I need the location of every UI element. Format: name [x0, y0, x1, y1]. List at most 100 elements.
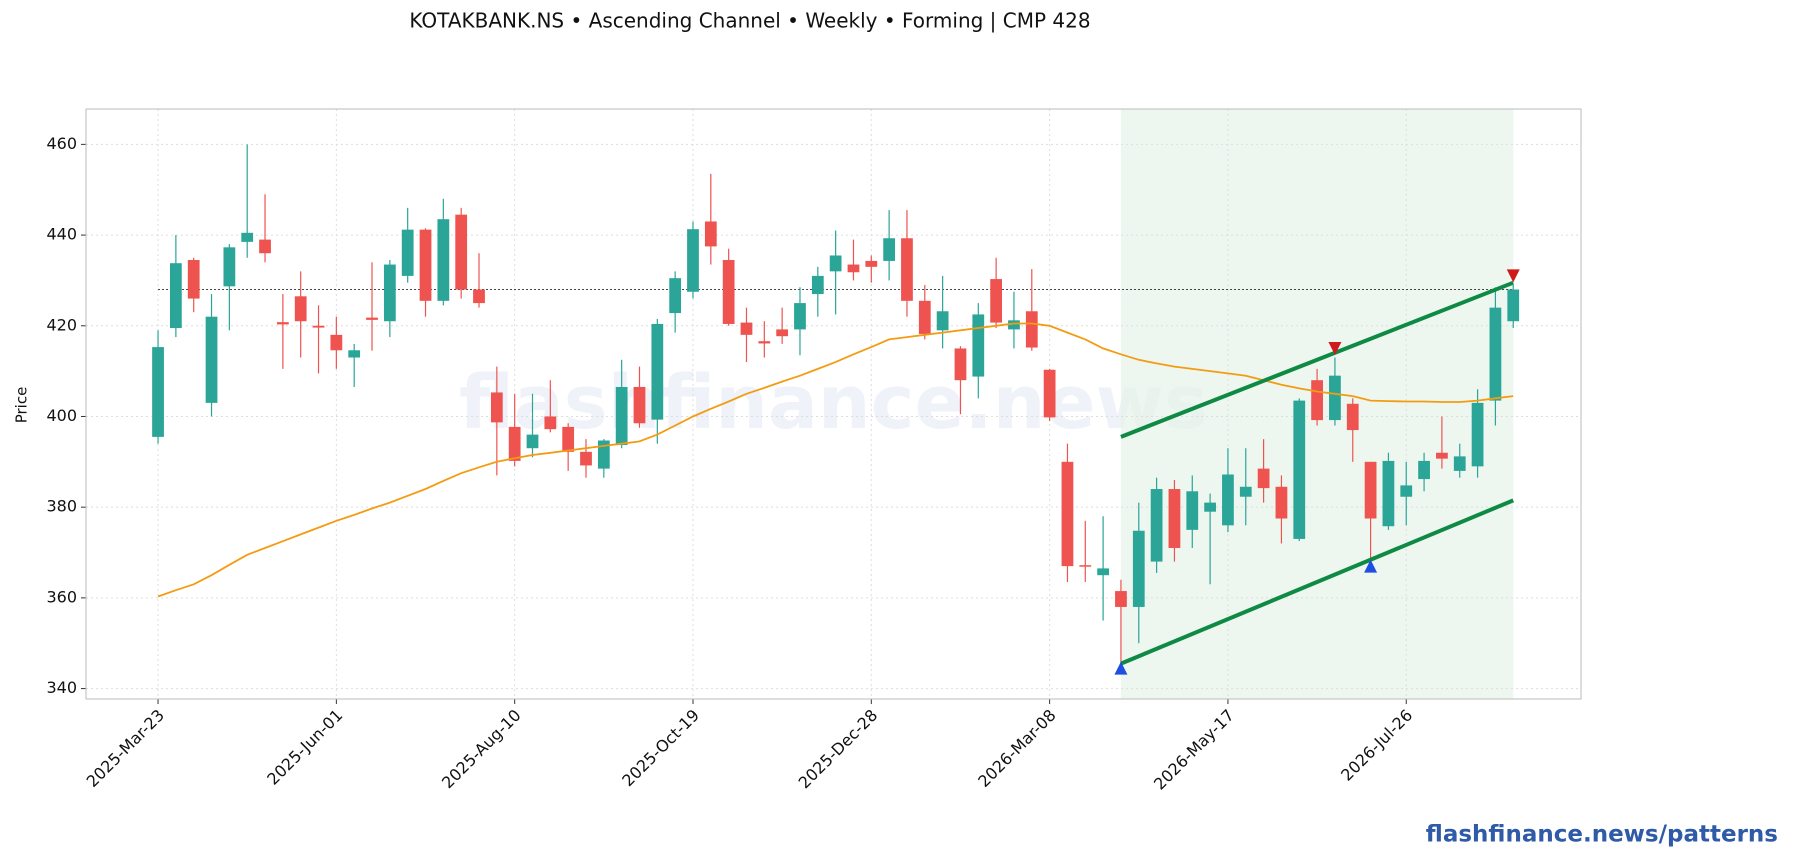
- candle-body: [526, 434, 539, 449]
- candle-body: [1275, 486, 1288, 519]
- candle-body: [1097, 568, 1109, 576]
- candle-body: [1222, 474, 1234, 526]
- plot-frame: [85, 108, 1582, 700]
- candle-body: [419, 229, 432, 301]
- candle-body: [1400, 485, 1413, 497]
- candle-body: [615, 386, 628, 446]
- candle-body: [401, 229, 414, 276]
- candle-body: [330, 334, 343, 351]
- candle-body: [811, 275, 824, 295]
- candle-body: [508, 426, 521, 461]
- candle-body: [954, 348, 967, 381]
- candle-body: [312, 325, 325, 328]
- y-tick-label: 340: [46, 678, 77, 697]
- candle-body: [1132, 530, 1145, 607]
- y-tick-label: 420: [46, 315, 77, 334]
- candle-body: [936, 311, 949, 331]
- x-tick-label: 2025-Aug-10: [438, 706, 525, 793]
- moving-average: [157, 322, 1514, 598]
- channel-line: [1120, 280, 1514, 439]
- x-tick-label: 2025-Oct-19: [618, 706, 703, 791]
- candle-body: [1150, 489, 1163, 562]
- candle-body: [1346, 403, 1359, 431]
- candle-body: [152, 347, 164, 437]
- candle-body: [883, 238, 896, 261]
- candle-body: [223, 247, 236, 287]
- candle-body: [1257, 468, 1270, 489]
- footer-link: flashfinance.news/patterns: [1426, 822, 1778, 848]
- candle-body: [580, 451, 592, 466]
- candle-body: [205, 316, 218, 403]
- pivot-marker: [1114, 661, 1128, 675]
- candle-body: [276, 322, 289, 325]
- y-tick-label: 440: [46, 225, 77, 244]
- candle-body: [669, 278, 682, 314]
- candle-body: [794, 303, 806, 330]
- candle-body: [366, 317, 378, 320]
- x-tick-label: 2026-May-17: [1150, 706, 1238, 794]
- x-tick-label: 2025-Mar-23: [83, 706, 168, 791]
- candle-body: [972, 314, 985, 377]
- candle-body: [633, 386, 646, 424]
- y-axis-label: Price: [13, 387, 31, 424]
- candle-body: [455, 214, 468, 290]
- candle-body: [544, 416, 557, 430]
- candle-body: [562, 426, 575, 452]
- candle-body: [990, 279, 1003, 323]
- candle-body: [687, 229, 699, 292]
- pivot-marker: [1506, 269, 1520, 283]
- candle-body: [241, 232, 254, 242]
- candle-body: [829, 255, 842, 272]
- candle-body: [1008, 320, 1020, 330]
- candle-body: [1471, 402, 1484, 467]
- candle-body: [847, 264, 860, 273]
- candle-body: [1293, 400, 1306, 539]
- candle-body: [1311, 380, 1323, 421]
- y-tick-label: 380: [46, 497, 77, 516]
- candle-body: [348, 350, 361, 358]
- candle-body: [259, 239, 271, 254]
- x-tick-label: 2026-Mar-08: [974, 706, 1059, 791]
- channel-line: [1120, 498, 1515, 666]
- y-tick-label: 400: [46, 406, 77, 425]
- candle-body: [383, 264, 396, 322]
- watermark: flashfinance.news: [459, 360, 1208, 446]
- candle-body: [1186, 491, 1199, 530]
- candle-body: [1043, 369, 1056, 418]
- candle-body: [1239, 486, 1252, 497]
- x-tick-label: 2025-Jun-01: [263, 706, 346, 789]
- candle-body: [1364, 461, 1377, 519]
- candle-body: [1115, 591, 1127, 607]
- candle-body: [1489, 307, 1502, 401]
- candle-body: [651, 323, 664, 420]
- candle-body: [901, 238, 913, 301]
- x-tick-label: 2025-Dec-28: [795, 706, 882, 793]
- candle-body: [437, 219, 450, 301]
- candle-body: [1079, 565, 1092, 567]
- candle-body: [169, 263, 182, 329]
- candle-body: [776, 329, 789, 337]
- candle-body: [1436, 452, 1448, 459]
- candle-body: [1204, 502, 1216, 512]
- candle-body: [1329, 375, 1341, 421]
- candle-body: [1453, 456, 1466, 471]
- candle-body: [187, 260, 200, 299]
- candle-body: [1418, 460, 1430, 480]
- pivot-marker: [1328, 341, 1342, 355]
- candle-body: [704, 221, 717, 247]
- candle-body: [722, 260, 735, 324]
- candle-body: [597, 440, 610, 469]
- candle-body: [1507, 289, 1520, 322]
- y-tick-label: 460: [46, 134, 77, 153]
- candle-body: [758, 341, 771, 344]
- pivot-marker: [1364, 559, 1378, 573]
- candle-body: [490, 392, 503, 423]
- candle-body: [865, 260, 878, 267]
- candle-body: [918, 300, 931, 334]
- candle-body: [1382, 460, 1395, 527]
- x-tick-label: 2026-Jul-26: [1337, 706, 1416, 785]
- candle-body: [1025, 311, 1038, 348]
- y-tick-label: 360: [46, 587, 77, 606]
- candle-body: [1061, 461, 1074, 567]
